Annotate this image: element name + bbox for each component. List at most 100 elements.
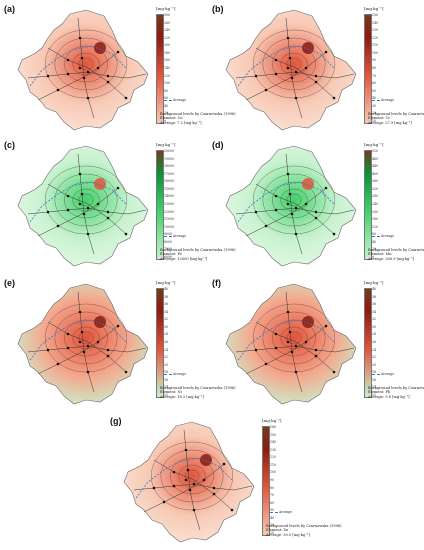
panel-letter: (g): [110, 416, 122, 426]
map-panel: (c) [mg·kg⁻¹] 20000 19000 18000 17000 16000 150…: [4, 140, 236, 268]
contour-map: [225, 9, 357, 131]
sample-point: [314, 80, 318, 84]
sample-point: [274, 346, 278, 350]
sample-point: [184, 448, 188, 452]
contour-line: [272, 181, 316, 219]
contour-line: [184, 469, 200, 483]
legend-tick-label: 16: [164, 377, 169, 382]
contour-line: [253, 303, 335, 373]
legend-tick-label: 12000: [164, 209, 175, 214]
sample-point: [332, 232, 336, 236]
sample-point: [254, 74, 258, 78]
map-panel: (e) [mg·kg⁻¹] 40 38 36 34 32 30 28 26 24 22 20 18 16 14…: [4, 278, 236, 406]
legend-tick-label: 110: [270, 462, 277, 467]
panel-letter: (b): [212, 4, 224, 14]
legend-tick-label: 28: [164, 332, 169, 337]
legend-tick-label: 24: [372, 347, 377, 352]
legend-tick-label: 26: [372, 340, 377, 344]
legend-tick-label: 80: [164, 88, 169, 93]
panel-caption: Background levels by Czarnowska (1996)El…: [160, 112, 236, 125]
sample-point: [288, 56, 292, 60]
sample-point: [294, 344, 298, 348]
average-line-swatch: [164, 99, 172, 101]
sample-point: [78, 172, 82, 176]
panel-caption: Background levels by Czarnowska (1996)El…: [368, 386, 424, 399]
sample-point: [78, 202, 82, 206]
contour-line: [78, 193, 94, 207]
sample-point: [106, 210, 110, 214]
legend-tick-label: 40: [372, 96, 377, 101]
legend-tick-label: 160: [372, 217, 379, 222]
legend-tick-label: 90: [372, 58, 377, 63]
legend-unit: [mg·kg⁻¹]: [156, 280, 176, 285]
sample-point: [294, 370, 298, 374]
contour-map: [123, 421, 255, 543]
sample-point: [274, 332, 278, 336]
road-line: [37, 325, 119, 375]
legend-tick-label: 320: [372, 186, 379, 191]
sample-point: [124, 96, 128, 100]
legend-unit: [mg·kg⁻¹]: [262, 418, 282, 423]
legend-tick-label: 38: [372, 294, 377, 299]
color-scale-bar: [156, 150, 164, 260]
average-contour: [237, 181, 335, 223]
legend-tick-label: 110: [372, 43, 379, 48]
legend-average-marker: Average: [372, 234, 394, 238]
legend-tick-label: 13000: [164, 202, 175, 206]
legend-tick-label: 17000: [164, 171, 175, 176]
sample-point: [332, 96, 336, 100]
sample-point: [78, 66, 82, 70]
legend-tick-label: 240: [372, 202, 379, 206]
sample-point: [332, 370, 336, 374]
caption-average: Average: 280.9 [mg·kg⁻¹]: [368, 256, 415, 261]
legend-tick-label: 11000: [164, 217, 175, 222]
sample-point: [80, 56, 84, 60]
sample-point: [86, 232, 90, 236]
legend-tick-label: 15000: [164, 186, 175, 191]
legend-tick-label: 40: [372, 239, 377, 244]
contour-line: [64, 45, 108, 83]
legend-tick-label: 40: [372, 287, 377, 291]
sample-point: [184, 478, 188, 482]
sample-point: [294, 96, 298, 100]
contour-map: [17, 9, 149, 131]
sample-point: [304, 340, 308, 344]
legend-tick-label: 360: [372, 179, 379, 184]
legend-tick-label: 40: [164, 287, 169, 291]
contour-map: [17, 145, 149, 267]
legend-tick-label: 26: [164, 340, 169, 344]
sample-point: [314, 348, 318, 352]
legend-tick-label: 90: [270, 478, 275, 482]
legend-tick-label: 20: [372, 247, 377, 252]
legend-tick-label: 20: [372, 111, 377, 116]
legend-tick-label: 120: [372, 224, 379, 229]
legend-average-marker: Average: [270, 510, 292, 514]
sample-point: [264, 224, 268, 228]
legend-tick-label: 12: [164, 393, 169, 397]
sample-point: [264, 88, 268, 92]
sample-point: [86, 70, 90, 74]
map-panel: (a) [mg·kg⁻¹] 300 260 240 220 200 180 160 140 120 1…: [4, 4, 236, 132]
hotspot: [94, 42, 106, 54]
color-scale-bar: [364, 14, 372, 124]
sample-point: [86, 344, 90, 348]
legend-tick-label: 240: [164, 28, 171, 33]
contour-line: [151, 441, 233, 511]
legend-tick-label: 200: [164, 43, 171, 48]
map-panel: (d) [mg·kg⁻¹] 520 480 440 400 360 320 280 240 200 1…: [212, 140, 424, 268]
contour-line: [253, 29, 335, 99]
sample-point: [78, 310, 82, 314]
hotspot: [302, 178, 314, 190]
legend-tick-label: 0: [372, 255, 375, 259]
average-line-swatch: [270, 511, 278, 513]
legend-tick-label: 130: [270, 447, 277, 452]
legend-tick-label: 38: [164, 294, 169, 299]
caption-average: Average: 30.0 [mg·kg⁻¹]: [266, 532, 310, 537]
sample-point: [124, 232, 128, 236]
average-line-swatch: [164, 235, 172, 237]
caption-source: Background levels by Czarnowska (1996): [160, 248, 236, 252]
legend-tick-label: 20: [372, 362, 377, 367]
legend: [mg·kg⁻¹] 40 38 36 34 32 30 28 26 24 22 20 18 16 14 12 A…: [154, 280, 210, 406]
sample-point: [324, 50, 328, 54]
sample-point: [304, 202, 308, 206]
